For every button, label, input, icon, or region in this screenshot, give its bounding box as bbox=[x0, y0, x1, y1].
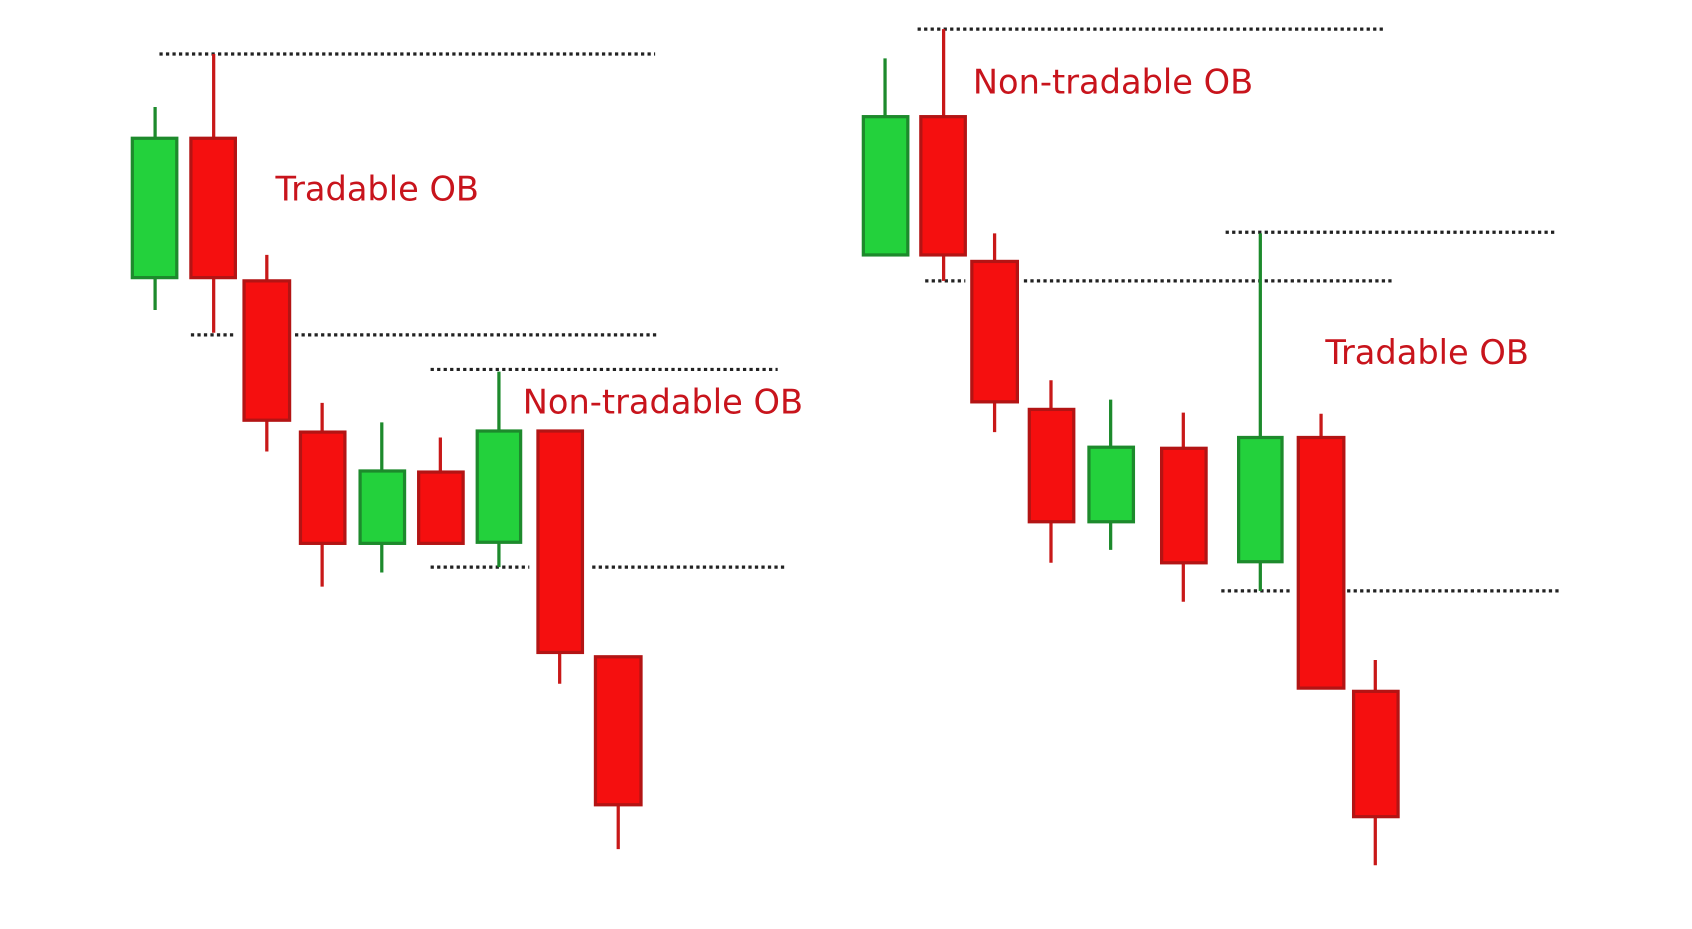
candle-body bbox=[298, 430, 347, 545]
candle-body bbox=[536, 429, 585, 655]
candle-body bbox=[358, 469, 407, 545]
candle-body bbox=[861, 115, 910, 257]
ob-label: Non-tradable OB bbox=[973, 63, 1253, 102]
candle-body bbox=[1296, 435, 1346, 690]
candle-body bbox=[189, 136, 237, 280]
candle-body bbox=[919, 115, 967, 257]
candle-body bbox=[970, 259, 1019, 404]
candle-body bbox=[1027, 407, 1076, 524]
candle-body bbox=[1351, 689, 1400, 819]
left-candles bbox=[130, 54, 643, 850]
ob-label: Tradable OB bbox=[1324, 333, 1529, 372]
right-candles bbox=[861, 29, 1400, 866]
candle-body bbox=[1159, 446, 1208, 565]
candle-body bbox=[593, 655, 643, 807]
candle-body bbox=[130, 136, 179, 280]
left-levels bbox=[159, 52, 785, 569]
ob-label: Non-tradable OB bbox=[523, 383, 803, 422]
right-levels bbox=[917, 27, 1560, 593]
ob-label: Tradable OB bbox=[274, 170, 479, 209]
candle-body bbox=[417, 470, 465, 545]
candle-body bbox=[242, 279, 292, 422]
candle-body bbox=[475, 429, 523, 544]
candle-body bbox=[1087, 445, 1136, 524]
candle-body bbox=[1237, 435, 1284, 564]
